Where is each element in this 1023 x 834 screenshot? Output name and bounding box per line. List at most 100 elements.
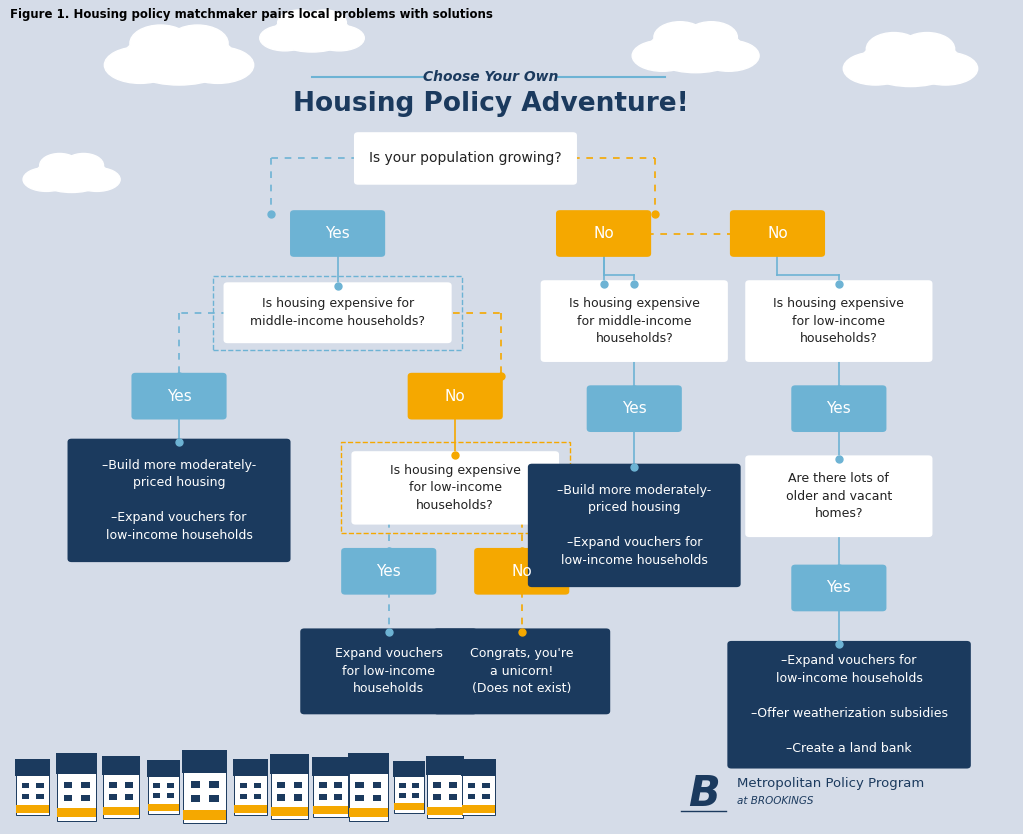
FancyBboxPatch shape xyxy=(291,210,386,257)
Text: Expand vouchers
for low-income
households: Expand vouchers for low-income household… xyxy=(335,647,443,696)
FancyBboxPatch shape xyxy=(234,805,267,812)
FancyBboxPatch shape xyxy=(271,757,308,819)
FancyBboxPatch shape xyxy=(15,759,50,776)
FancyBboxPatch shape xyxy=(427,806,463,815)
Text: Is housing expensive
for middle-income
households?: Is housing expensive for middle-income h… xyxy=(569,297,700,345)
FancyBboxPatch shape xyxy=(745,280,933,362)
FancyBboxPatch shape xyxy=(427,758,463,818)
Text: Yes: Yes xyxy=(622,401,647,416)
FancyBboxPatch shape xyxy=(587,385,681,432)
FancyBboxPatch shape xyxy=(125,794,133,800)
Text: Metropolitan Policy Program: Metropolitan Policy Program xyxy=(737,777,924,791)
FancyBboxPatch shape xyxy=(101,756,140,775)
FancyBboxPatch shape xyxy=(433,782,441,788)
FancyBboxPatch shape xyxy=(56,753,97,774)
FancyBboxPatch shape xyxy=(319,782,326,788)
Ellipse shape xyxy=(35,158,108,193)
Ellipse shape xyxy=(260,25,310,51)
Ellipse shape xyxy=(277,10,320,36)
Text: Yes: Yes xyxy=(827,580,851,595)
FancyBboxPatch shape xyxy=(372,781,382,788)
FancyBboxPatch shape xyxy=(399,783,406,788)
FancyBboxPatch shape xyxy=(63,795,73,801)
Text: Yes: Yes xyxy=(167,389,191,404)
FancyBboxPatch shape xyxy=(342,548,436,595)
FancyBboxPatch shape xyxy=(313,806,348,814)
FancyBboxPatch shape xyxy=(312,757,349,776)
Ellipse shape xyxy=(40,153,80,178)
Ellipse shape xyxy=(654,22,706,53)
FancyBboxPatch shape xyxy=(349,808,388,817)
FancyBboxPatch shape xyxy=(461,759,496,776)
FancyBboxPatch shape xyxy=(349,756,388,821)
FancyBboxPatch shape xyxy=(277,782,285,788)
Ellipse shape xyxy=(899,33,954,66)
FancyBboxPatch shape xyxy=(21,782,29,788)
Text: Is housing expensive
for low-income
households?: Is housing expensive for low-income hous… xyxy=(773,297,904,345)
FancyBboxPatch shape xyxy=(210,795,219,802)
Ellipse shape xyxy=(632,40,693,72)
FancyBboxPatch shape xyxy=(190,781,199,788)
FancyBboxPatch shape xyxy=(730,210,825,257)
FancyBboxPatch shape xyxy=(108,782,117,788)
FancyBboxPatch shape xyxy=(412,783,419,788)
Ellipse shape xyxy=(914,52,978,85)
FancyBboxPatch shape xyxy=(313,760,348,816)
Ellipse shape xyxy=(167,25,228,62)
Ellipse shape xyxy=(699,40,759,72)
FancyBboxPatch shape xyxy=(449,782,457,788)
FancyBboxPatch shape xyxy=(348,753,389,774)
FancyBboxPatch shape xyxy=(21,794,29,799)
FancyBboxPatch shape xyxy=(239,782,247,788)
Text: Is housing expensive
for low-income
households?: Is housing expensive for low-income hous… xyxy=(390,464,521,512)
FancyBboxPatch shape xyxy=(81,781,90,788)
FancyBboxPatch shape xyxy=(483,782,490,788)
Ellipse shape xyxy=(314,25,364,51)
Ellipse shape xyxy=(866,33,922,66)
FancyBboxPatch shape xyxy=(239,794,247,799)
FancyBboxPatch shape xyxy=(483,794,490,799)
FancyBboxPatch shape xyxy=(352,451,559,525)
FancyBboxPatch shape xyxy=(233,759,268,776)
Ellipse shape xyxy=(130,25,191,62)
FancyBboxPatch shape xyxy=(153,783,161,788)
Text: Yes: Yes xyxy=(325,226,350,241)
FancyBboxPatch shape xyxy=(125,782,133,788)
FancyBboxPatch shape xyxy=(182,751,227,772)
Text: Choose Your Own: Choose Your Own xyxy=(424,70,559,83)
FancyBboxPatch shape xyxy=(183,753,226,823)
Text: Housing Policy Adventure!: Housing Policy Adventure! xyxy=(294,91,688,118)
FancyBboxPatch shape xyxy=(294,794,302,801)
FancyBboxPatch shape xyxy=(102,758,139,818)
FancyBboxPatch shape xyxy=(16,761,49,816)
FancyBboxPatch shape xyxy=(372,795,382,801)
Ellipse shape xyxy=(63,153,103,178)
FancyBboxPatch shape xyxy=(407,373,503,420)
FancyBboxPatch shape xyxy=(255,782,262,788)
Text: –Expand vouchers for
low-income households

–Offer weatherization subsidies

–Cr: –Expand vouchers for low-income househol… xyxy=(751,655,947,755)
FancyBboxPatch shape xyxy=(727,641,971,769)
Text: –Build more moderately-
priced housing

–Expand vouchers for
low-income househol: –Build more moderately- priced housing –… xyxy=(102,459,256,542)
FancyBboxPatch shape xyxy=(394,761,425,777)
FancyBboxPatch shape xyxy=(102,806,139,815)
FancyBboxPatch shape xyxy=(294,782,302,788)
FancyBboxPatch shape xyxy=(167,783,174,788)
Ellipse shape xyxy=(843,52,907,85)
FancyBboxPatch shape xyxy=(16,805,49,812)
FancyBboxPatch shape xyxy=(81,795,90,801)
FancyBboxPatch shape xyxy=(319,794,326,800)
Text: No: No xyxy=(512,564,532,579)
FancyBboxPatch shape xyxy=(57,808,96,817)
Text: No: No xyxy=(445,389,465,404)
FancyBboxPatch shape xyxy=(234,761,267,816)
FancyBboxPatch shape xyxy=(355,795,364,801)
FancyBboxPatch shape xyxy=(412,793,419,798)
FancyBboxPatch shape xyxy=(148,762,179,814)
Text: B: B xyxy=(687,773,720,815)
Text: at BROOKINGS: at BROOKINGS xyxy=(737,796,813,806)
FancyBboxPatch shape xyxy=(395,764,424,812)
FancyBboxPatch shape xyxy=(271,807,308,816)
FancyBboxPatch shape xyxy=(792,385,886,432)
FancyBboxPatch shape xyxy=(167,793,174,798)
FancyBboxPatch shape xyxy=(468,782,475,788)
